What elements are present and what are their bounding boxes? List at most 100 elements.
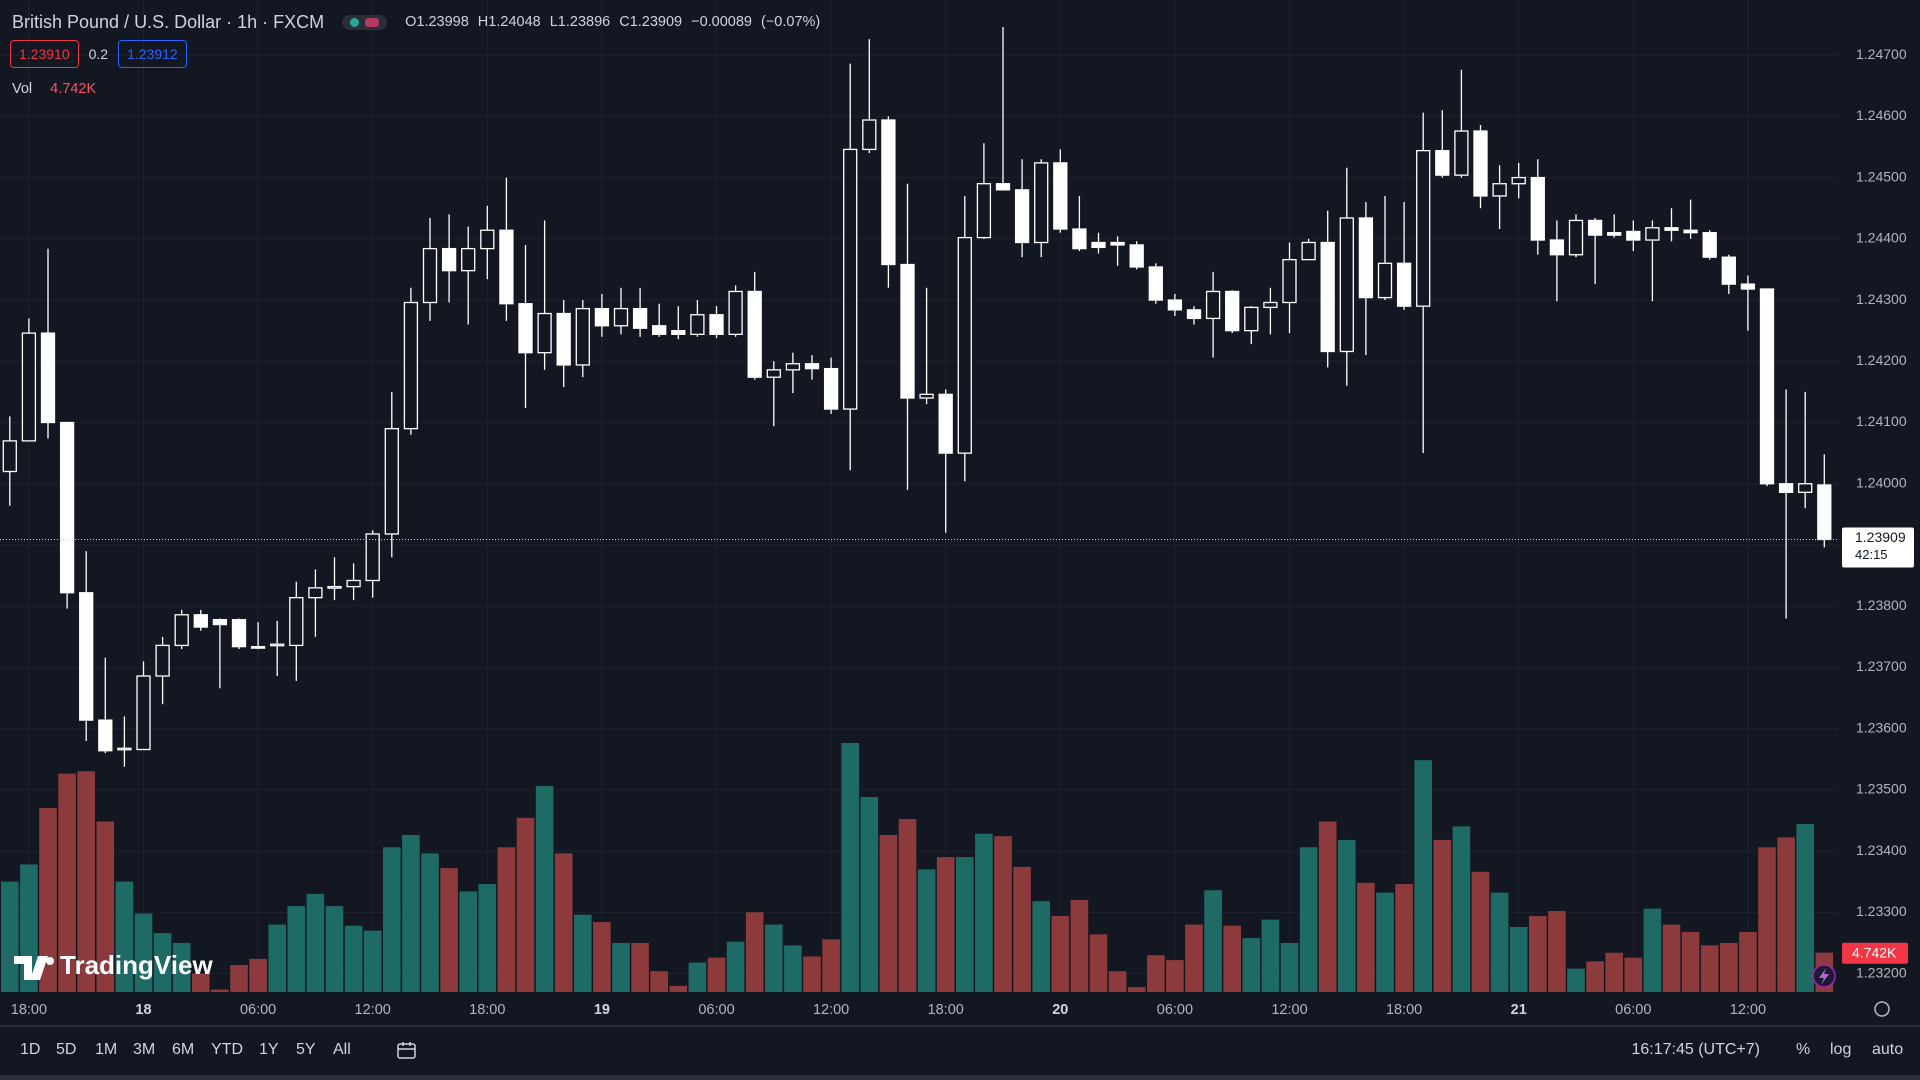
time-tick-label: 19 [594, 1002, 610, 1018]
range-button[interactable]: 1M [95, 1041, 118, 1058]
volume-bar [1567, 968, 1585, 992]
market-status[interactable] [342, 14, 388, 30]
candle-body [1587, 219, 1603, 236]
candle-body [1167, 299, 1183, 311]
volume-bar [1548, 911, 1566, 992]
volume-bar [192, 973, 210, 992]
volume-bar [1490, 892, 1509, 992]
time-tick-label: 12:00 [813, 1002, 849, 1018]
candle-body [21, 332, 37, 442]
candle-body [174, 614, 189, 647]
volume-bar [1452, 826, 1471, 992]
buy-button[interactable]: 1.23912 [118, 40, 187, 68]
candle-body [308, 587, 323, 599]
clock: 16:17:45 (UTC+7) [1631, 1041, 1760, 1058]
volume-bar [211, 989, 229, 992]
volume-bar [77, 771, 95, 992]
price-tick-label: 1.24300 [1856, 291, 1907, 307]
volume-bar [1605, 952, 1623, 992]
time-tick-label: 18:00 [1386, 1002, 1422, 1018]
candle-body [365, 533, 380, 582]
range-button[interactable]: 3M [133, 1041, 156, 1058]
date-range-icon[interactable] [396, 1041, 418, 1061]
range-button[interactable]: 6M [172, 1041, 195, 1058]
candle-body [1664, 227, 1679, 231]
volume-bar [1739, 931, 1757, 992]
candle-body [938, 393, 953, 454]
candle-body [40, 332, 56, 424]
volume-bar [1051, 915, 1070, 992]
quote-panel: 1.23910 0.2 1.23912 [10, 40, 187, 68]
candle-body [1301, 241, 1316, 261]
scale-option[interactable]: log [1830, 1041, 1852, 1058]
candle-body [193, 614, 208, 628]
volume-bar [1624, 957, 1643, 992]
volume-bar [440, 868, 458, 992]
spread: 0.2 [88, 46, 109, 62]
candle-body [881, 119, 896, 266]
range-button[interactable]: YTD [211, 1041, 243, 1058]
time-tick-label: 12:00 [1271, 1002, 1307, 1018]
volume-bar [669, 985, 688, 992]
volume-bar [383, 847, 401, 992]
candle-body [1339, 217, 1354, 353]
range-button[interactable]: 1Y [259, 1041, 279, 1058]
price-tick-label: 1.24000 [1856, 474, 1907, 490]
volume-bar [1242, 938, 1261, 992]
candle-body [843, 148, 858, 410]
scale-option[interactable]: auto [1872, 1041, 1904, 1058]
candle-body [1244, 306, 1259, 332]
candle-body [919, 393, 934, 399]
candle-body [1129, 244, 1144, 268]
volume-bar [1471, 871, 1490, 992]
volume-bar [1414, 760, 1432, 992]
volume-bar [860, 796, 879, 992]
price-tick-label: 1.23300 [1856, 903, 1907, 919]
candle-body [117, 747, 132, 751]
time-tick-label: 20 [1052, 1002, 1068, 1018]
volume-bar [917, 869, 936, 992]
price-tick-label: 1.23400 [1856, 842, 1907, 858]
candle-body [136, 675, 151, 751]
volume-bar [1509, 926, 1528, 992]
legend-value: 1.23896 [557, 14, 611, 30]
volume-bar [879, 834, 898, 992]
range-button[interactable]: 5Y [296, 1041, 316, 1058]
candle-body [270, 643, 285, 647]
candle-body [1454, 130, 1469, 176]
range-button[interactable]: 1D [20, 1041, 41, 1058]
legend-key: H [477, 14, 489, 30]
candle-body [59, 421, 75, 594]
last-price-box [1842, 527, 1914, 568]
volume-bar [1700, 945, 1719, 992]
price-tick-label: 1.24100 [1856, 413, 1907, 429]
volume-bar [1376, 892, 1394, 992]
countdown-label: 42:15 [1855, 547, 1888, 562]
range-button[interactable]: All [333, 1041, 351, 1058]
candle-body [1607, 232, 1622, 236]
volume-bar [1433, 839, 1452, 992]
volume-bar [172, 942, 191, 992]
legend-change-pct: (−0.07%) [761, 14, 821, 30]
volume-bar [1261, 919, 1280, 992]
volume-bar [1127, 987, 1146, 992]
candle-body [785, 363, 801, 371]
candle-body [1282, 258, 1297, 304]
range-button[interactable]: 5D [56, 1041, 77, 1058]
settings-icon[interactable] [1874, 1001, 1890, 1017]
candle-body [766, 369, 781, 378]
legend-value: 1.24048 [488, 14, 541, 30]
scale-option[interactable]: % [1796, 1041, 1811, 1058]
candle-body [1148, 266, 1163, 301]
candle-body [1053, 162, 1068, 230]
sell-button[interactable]: 1.23910 [10, 40, 79, 68]
volume-bar [421, 853, 439, 992]
ohlc-legend: O1.23998 H1.24048 L1.23896 C1.23909 −0.0… [405, 14, 820, 30]
volume-bar [1147, 955, 1165, 992]
candle-body [1435, 149, 1450, 176]
volume-bar [1357, 882, 1375, 992]
candle-body [327, 585, 342, 589]
volume-bar [497, 847, 516, 992]
candle-body [995, 183, 1011, 191]
candle-body [1396, 262, 1412, 307]
